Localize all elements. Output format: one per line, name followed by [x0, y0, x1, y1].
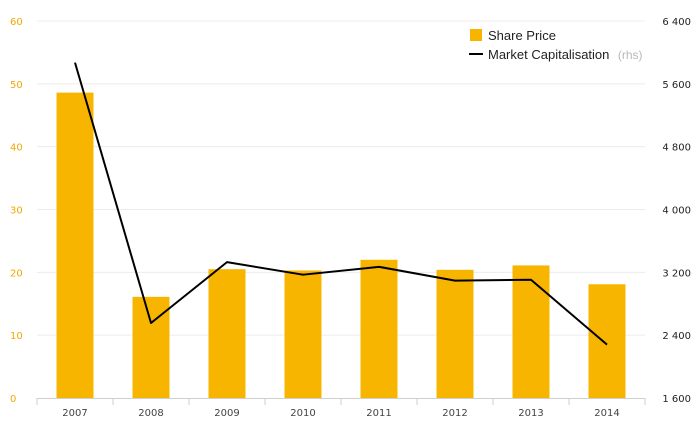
y-right-tick-label: 6 400 [662, 17, 691, 28]
legend-label-share-price: Share Price [488, 28, 556, 43]
bar-series-share-price [56, 92, 626, 398]
legend-label-market-cap: Market Capitalisation (rhs) [488, 46, 643, 63]
y-left-tick-label: 30 [10, 206, 23, 217]
legend: Share Price Market Capitalisation (rhs) [469, 28, 643, 63]
y-left-tick-label: 40 [10, 143, 23, 154]
x-tick-label: 2007 [62, 408, 87, 419]
gridlines [37, 20, 645, 336]
x-tick-label: 2012 [442, 408, 467, 419]
y-right-tick-label: 4 000 [662, 206, 691, 217]
legend-swatch-share-price [470, 29, 482, 41]
y-left-tick-label: 20 [10, 268, 23, 279]
bar-share-price [360, 259, 398, 398]
x-tick-label: 2013 [518, 408, 543, 419]
y-left-tick-label: 50 [10, 80, 23, 91]
axes: 0 10 20 30 40 50 60 1 600 2 400 3 200 4 000 4 800 5 … [10, 17, 691, 419]
bar-share-price [208, 269, 246, 398]
y-right-tick-label: 4 800 [662, 143, 691, 154]
line-market-cap [74, 62, 608, 346]
bar-share-price [284, 270, 322, 398]
x-tick-label: 2010 [290, 408, 315, 419]
y-right-tick-label: 5 600 [662, 80, 691, 91]
y-left-tick-label: 10 [10, 331, 23, 342]
x-tick-label: 2014 [594, 408, 619, 419]
x-tick-label: 2009 [214, 408, 239, 419]
y-left-tick-label: 0 [10, 394, 16, 405]
bar-share-price [512, 265, 550, 398]
line-series-market-cap [74, 62, 608, 346]
bar-share-price [56, 92, 94, 398]
legend-label-market-cap-name: Market Capitalisation [488, 47, 609, 62]
y-right-tick-label: 2 400 [662, 331, 691, 342]
bar-share-price [436, 269, 474, 398]
x-tick-label: 2008 [138, 408, 163, 419]
y-right-tick-label: 3 200 [662, 268, 691, 279]
y-right-tick-label: 1 600 [662, 394, 691, 405]
legend-label-rhs-note: (rhs) [618, 48, 643, 62]
y-left-tick-label: 60 [10, 17, 23, 28]
x-tick-label: 2011 [366, 408, 391, 419]
bar-share-price [588, 284, 626, 398]
